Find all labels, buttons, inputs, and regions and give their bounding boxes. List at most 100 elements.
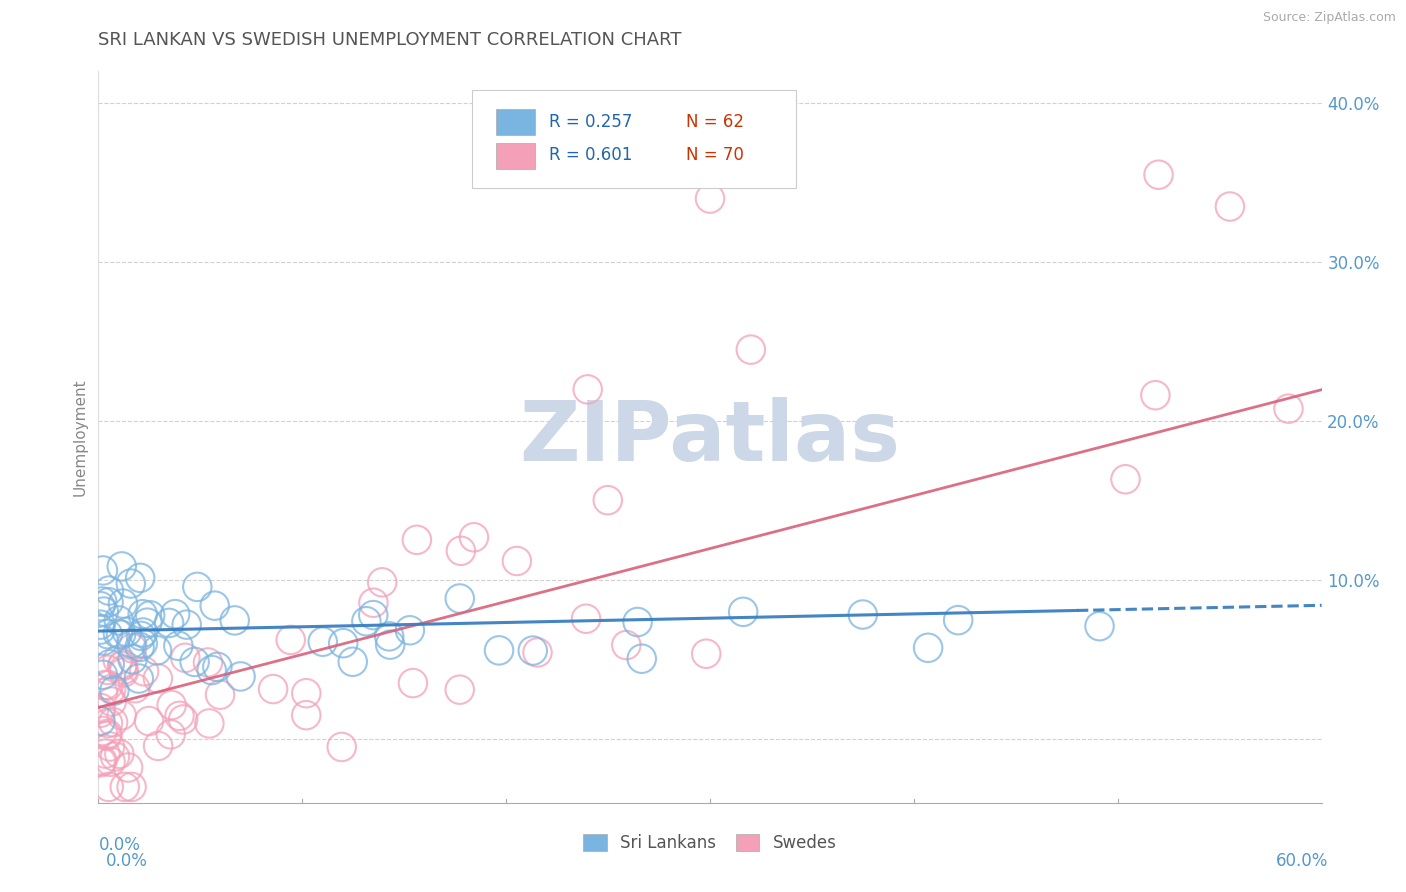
Point — [172, 713, 194, 727]
Point — [131, 607, 153, 622]
Point — [207, 660, 229, 674]
Point — [112, 663, 135, 677]
Point — [169, 709, 191, 723]
Point — [201, 663, 224, 677]
Point — [112, 665, 135, 680]
Point — [132, 625, 155, 640]
Point — [97, 780, 120, 794]
Point — [295, 708, 318, 723]
Point — [111, 659, 134, 673]
Bar — [496, 110, 536, 135]
Point — [312, 634, 335, 648]
Point — [575, 612, 598, 626]
Point — [107, 626, 129, 640]
Point — [699, 192, 721, 206]
Point — [405, 533, 427, 547]
Point — [1219, 200, 1241, 214]
Text: 0.0%: 0.0% — [105, 852, 148, 870]
Point — [111, 559, 134, 574]
Point — [522, 643, 544, 657]
Point — [450, 543, 472, 558]
Legend: Sri Lankans, Swedes: Sri Lankans, Swedes — [575, 825, 845, 860]
Point — [146, 643, 169, 657]
Point — [402, 676, 425, 690]
Point — [626, 615, 648, 629]
Point — [111, 708, 134, 723]
Text: 60.0%: 60.0% — [1277, 852, 1329, 870]
Point — [89, 714, 111, 728]
Point — [449, 591, 471, 606]
Text: SRI LANKAN VS SWEDISH UNEMPLOYMENT CORRELATION CHART: SRI LANKAN VS SWEDISH UNEMPLOYMENT CORRE… — [98, 31, 682, 49]
Point — [132, 636, 155, 650]
Point — [100, 695, 122, 709]
Point — [91, 723, 114, 738]
Point — [138, 714, 160, 728]
Point — [124, 681, 146, 696]
Text: 0.0%: 0.0% — [98, 836, 141, 854]
Point — [157, 615, 180, 630]
Point — [121, 652, 143, 666]
Point — [100, 682, 122, 697]
Point — [176, 617, 198, 632]
Point — [121, 641, 143, 656]
Point — [90, 701, 112, 715]
Point — [165, 607, 187, 621]
Point — [332, 636, 354, 650]
Point — [146, 739, 169, 753]
Point — [128, 640, 150, 654]
Point — [97, 583, 120, 598]
Point — [104, 749, 127, 764]
Point — [107, 614, 129, 628]
Point — [167, 639, 190, 653]
Point — [107, 653, 129, 667]
Point — [1277, 401, 1299, 416]
Point — [378, 638, 401, 652]
Point — [94, 678, 117, 692]
Point — [280, 632, 302, 647]
Point — [98, 739, 121, 754]
Point — [91, 686, 114, 700]
Point — [98, 657, 121, 672]
Point — [89, 706, 111, 720]
Point — [506, 554, 529, 568]
Point — [197, 656, 219, 670]
Point — [449, 682, 471, 697]
FancyBboxPatch shape — [471, 90, 796, 188]
Text: N = 70: N = 70 — [686, 146, 744, 164]
Point — [117, 760, 139, 774]
Point — [115, 624, 138, 639]
Point — [160, 698, 183, 712]
Point — [96, 729, 118, 743]
Point — [363, 596, 385, 610]
Point — [204, 599, 226, 613]
Point — [209, 688, 232, 702]
Point — [371, 575, 394, 590]
Point — [93, 605, 115, 619]
Point — [262, 681, 284, 696]
Point — [139, 608, 162, 623]
Point — [526, 645, 548, 659]
Point — [399, 624, 422, 638]
Text: N = 62: N = 62 — [686, 112, 744, 131]
Point — [121, 636, 143, 650]
Point — [852, 607, 875, 622]
Point — [596, 493, 619, 508]
Point — [91, 667, 114, 681]
Point — [576, 383, 599, 397]
Point — [198, 716, 221, 731]
Point — [361, 608, 384, 623]
Point — [89, 599, 111, 614]
Point — [93, 633, 115, 648]
Point — [129, 629, 152, 643]
Text: R = 0.601: R = 0.601 — [548, 146, 631, 164]
Point — [1088, 619, 1111, 633]
Point — [96, 727, 118, 741]
Point — [229, 669, 252, 683]
Text: R = 0.257: R = 0.257 — [548, 112, 631, 131]
Point — [89, 623, 111, 637]
Point — [463, 530, 485, 544]
Point — [1114, 472, 1136, 486]
Point — [114, 780, 136, 794]
Point — [946, 613, 969, 627]
Point — [97, 595, 120, 609]
